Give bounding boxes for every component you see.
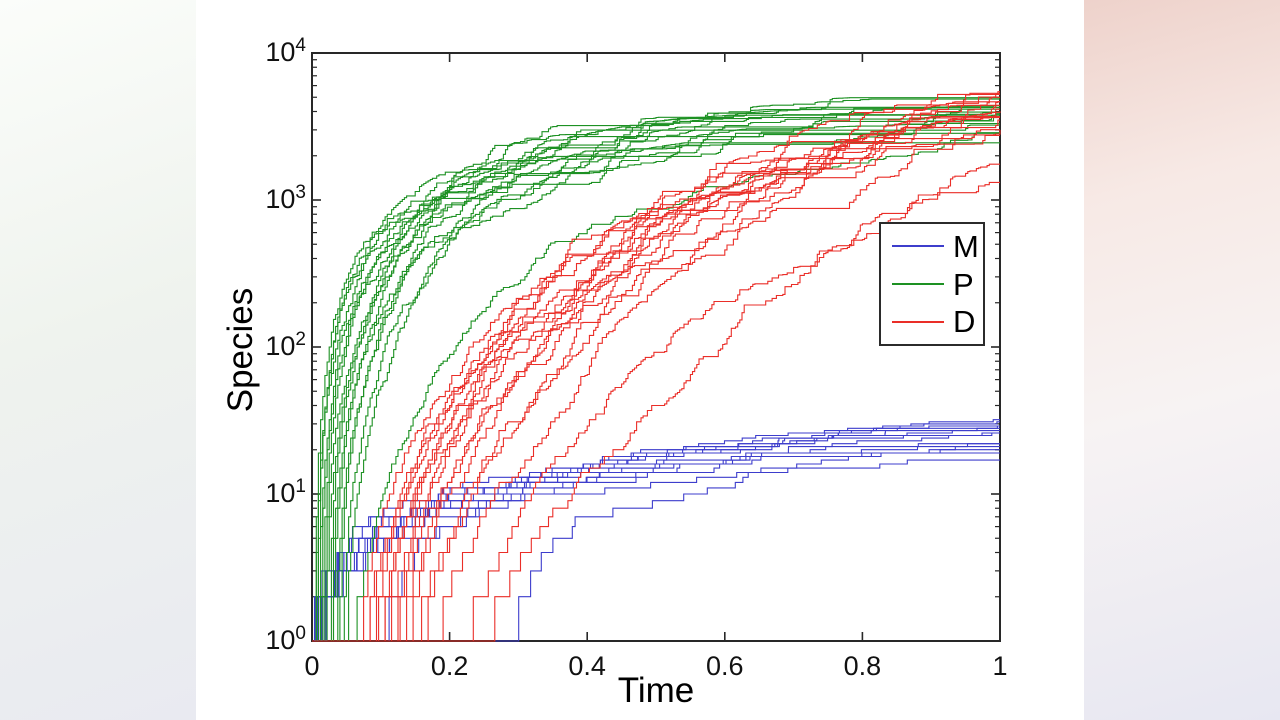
legend-item-d: D [881, 306, 983, 337]
trajectory-d [312, 108, 1000, 642]
legend-line-sample-m [892, 245, 944, 248]
x-axis-title: Time [617, 671, 695, 710]
legend-item-m: M [881, 231, 983, 262]
trajectory-d [312, 104, 1000, 642]
trajectory-p [312, 124, 1000, 642]
trajectory-d [312, 111, 1001, 642]
trajectory-p [312, 111, 1001, 642]
y-tick-label: 101 [265, 476, 306, 508]
trajectory-d [312, 119, 1000, 642]
x-tick-label: 0.8 [843, 651, 882, 681]
trajectory-d [312, 93, 1000, 642]
trajectory-m [312, 452, 1000, 642]
y-tick-label: 102 [265, 329, 306, 361]
legend-item-p: P [881, 269, 983, 300]
trajectory-p [312, 113, 1000, 642]
trajectory-d [312, 181, 1000, 642]
trajectory-d [312, 101, 1000, 642]
trajectory-d [312, 96, 1000, 642]
trajectory-m [312, 459, 1000, 642]
legend-label-d: D [953, 304, 976, 340]
trajectory-d [312, 91, 1000, 642]
trajectory-d [312, 129, 1001, 642]
trajectory-m [312, 449, 1000, 642]
x-tick-label: 0 [304, 651, 320, 681]
y-tick-label: 104 [265, 35, 306, 67]
trajectory-p [312, 106, 1000, 642]
legend-line-sample-d [892, 320, 944, 323]
trajectory-p [312, 122, 1000, 642]
legend: M P D [879, 222, 985, 346]
legend-label-m: M [953, 228, 979, 264]
x-tick-label: 0.4 [568, 651, 606, 681]
axes [311, 52, 1001, 642]
background-gradient-left [0, 0, 196, 720]
x-tick-label: 0.6 [706, 651, 744, 681]
trajectory-p [312, 97, 1000, 642]
trajectory-p [312, 104, 1000, 642]
legend-label-p: P [953, 266, 974, 302]
trajectory-d [312, 101, 1000, 642]
trajectory-p [312, 111, 1000, 642]
trajectory-p [312, 142, 1000, 642]
y-tick-label: 100 [265, 623, 306, 655]
x-tick-label: 1 [992, 651, 1008, 681]
trajectory-d [312, 129, 1000, 642]
trajectory-d [312, 163, 1000, 642]
trajectory-p [312, 132, 1000, 642]
trajectory-d [312, 116, 1000, 642]
trajectory-d [312, 117, 1000, 642]
legend-line-sample-p [892, 283, 944, 285]
y-axis-title: Species [221, 287, 260, 413]
trajectory-p [312, 107, 1000, 642]
trajectory-lines [312, 91, 1001, 642]
trajectory-m [312, 443, 1000, 642]
trajectory-p [312, 106, 1000, 642]
trajectory-p [312, 98, 1000, 642]
trajectory-p [312, 113, 1000, 642]
trajectory-m [312, 443, 1000, 642]
trajectory-p [312, 108, 1000, 642]
x-tick-label: 0.2 [430, 651, 469, 681]
y-tick-label: 103 [265, 182, 306, 214]
background-gradient-right [1084, 0, 1280, 720]
